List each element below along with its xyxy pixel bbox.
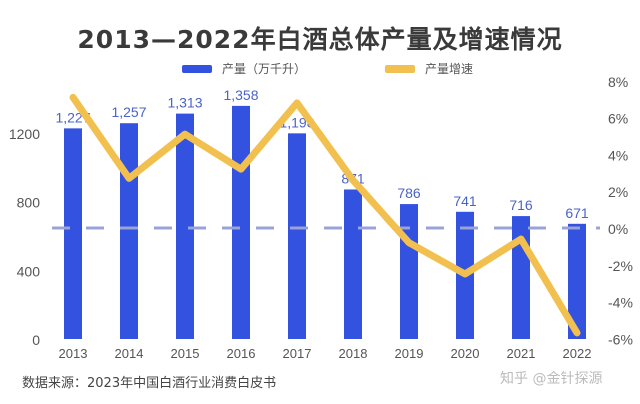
legend-item-production: 产量（万千升） [182, 60, 306, 77]
bar-value-label: 716 [509, 197, 533, 213]
growth-point [184, 133, 186, 135]
bar [568, 223, 586, 339]
right-axis-tick: -6% [608, 331, 633, 347]
bar-value-label: 1,358 [223, 87, 258, 103]
right-axis-tick: 0% [608, 221, 628, 237]
chart-title: 2013—2022年白酒总体产量及增速情况 [77, 25, 563, 54]
watermark: 知乎 @金针探源 [500, 371, 603, 387]
growth-point [520, 238, 522, 240]
growth-point [576, 332, 578, 334]
x-axis-tick: 2019 [395, 346, 424, 361]
x-axis-tick: 2022 [563, 346, 592, 361]
legend-swatch-bar [182, 64, 212, 73]
bar-value-label: 786 [397, 185, 421, 201]
legend-item-growth: 产量增速 [385, 60, 473, 77]
x-axis-tick: 2013 [59, 346, 88, 361]
bar-value-label: 1,257 [111, 104, 146, 120]
source-note: 数据来源：2023年中国白酒行业消费白皮书 [22, 376, 277, 391]
right-axis-tick: -2% [608, 258, 633, 274]
x-axis-tick: 2018 [339, 346, 368, 361]
x-axis-tick: 2014 [115, 346, 144, 361]
growth-line [69, 93, 581, 337]
legend-swatch-line [385, 64, 415, 73]
x-axis-tick: 2017 [283, 346, 312, 361]
right-axis-tick: 4% [608, 147, 628, 163]
growth-point [240, 168, 242, 170]
right-axis-tick: 8% [608, 74, 628, 90]
x-axis-tick: 2021 [507, 346, 536, 361]
right-axis-tick: -4% [608, 295, 633, 311]
legend-label: 产量增速 [425, 62, 474, 76]
growth-point [72, 96, 74, 98]
left-axis-tick: 400 [17, 263, 41, 279]
growth-point [408, 242, 410, 244]
bar-value-label: 1,313 [167, 95, 202, 111]
bar [232, 105, 250, 339]
bar [64, 128, 82, 339]
growth-point [352, 179, 354, 181]
left-axis-tick: 1200 [9, 126, 40, 142]
growth-point [128, 177, 130, 179]
bar [288, 133, 306, 339]
left-axis-tick: 800 [17, 195, 41, 211]
legend-label: 产量（万千升） [222, 62, 307, 76]
bar [120, 123, 138, 339]
right-axis-tick: 6% [608, 111, 628, 127]
bar [400, 204, 418, 339]
bar [344, 189, 362, 339]
growth-point [296, 102, 298, 104]
left-axis-tick: 0 [32, 332, 40, 348]
bar-value-label: 671 [565, 205, 589, 221]
x-axis-tick: 2020 [451, 346, 480, 361]
right-axis-tick: 2% [608, 184, 628, 200]
bar [176, 113, 194, 339]
bar-value-label: 741 [453, 193, 477, 209]
bar [512, 216, 530, 339]
x-axis-tick: 2015 [171, 346, 200, 361]
x-axis-tick: 2016 [227, 346, 256, 361]
growth-point [464, 273, 466, 275]
